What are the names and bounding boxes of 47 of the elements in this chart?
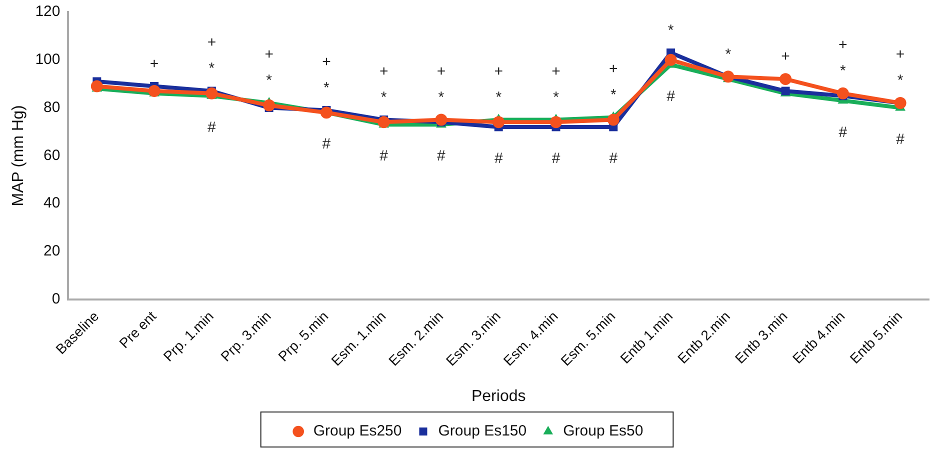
legend-label: Group Es250: [313, 422, 402, 440]
annotation: +: [552, 62, 561, 80]
annotation: #: [437, 148, 446, 165]
annotation: +: [264, 46, 274, 64]
y-tick-label: 0: [52, 290, 60, 308]
annotation: #: [838, 124, 848, 141]
annotation: +: [896, 46, 905, 64]
annotation: *: [380, 88, 387, 106]
x-axis-title: Periods: [471, 388, 526, 405]
annotation: *: [897, 72, 904, 90]
annotation: #: [380, 148, 389, 165]
annotation: +: [609, 60, 618, 78]
annotation: #: [666, 88, 676, 105]
annotation: +: [379, 62, 388, 80]
x-tick-label: Pre ent: [116, 308, 160, 352]
annotation: #: [322, 136, 332, 153]
annotation: *: [840, 62, 846, 80]
annotation: *: [496, 88, 502, 106]
annotation: +: [322, 53, 332, 70]
y-tick-label: 120: [35, 3, 60, 20]
annotation: *: [610, 86, 616, 104]
annotation: +: [494, 62, 504, 80]
annotation: #: [609, 150, 618, 168]
legend-label: Group Es50: [563, 422, 644, 440]
annotation: *: [668, 22, 674, 39]
y-tick-label: 20: [44, 242, 60, 260]
annotation: +: [436, 62, 446, 80]
annotation: #: [208, 118, 217, 136]
annotation: +: [150, 55, 159, 72]
annotation: +: [838, 36, 848, 54]
annotation: #: [552, 150, 561, 168]
y-tick-label: 60: [44, 146, 60, 164]
annotation: *: [324, 79, 330, 96]
legend-label: Group Es150: [438, 422, 527, 440]
annotation: *: [438, 88, 444, 106]
annotation: *: [208, 60, 215, 78]
annotation: +: [781, 48, 790, 66]
annotation: *: [725, 46, 732, 63]
y-tick-label: 100: [35, 51, 60, 68]
y-axis-title: MAP (mm Hg): [10, 105, 28, 206]
annotation: *: [266, 72, 272, 90]
annotation: *: [553, 88, 560, 106]
annotation: #: [896, 130, 906, 148]
annotation: +: [207, 34, 216, 52]
y-tick-label: 80: [44, 98, 60, 116]
y-tick-label: 40: [44, 194, 60, 212]
annotation: #: [494, 150, 504, 168]
